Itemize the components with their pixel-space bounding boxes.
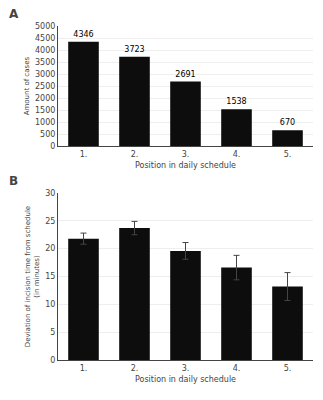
svg-text:2500: 2500 (35, 82, 55, 91)
svg-text:4500: 4500 (35, 34, 55, 43)
svg-text:4.: 4. (233, 150, 241, 159)
svg-text:5.: 5. (284, 364, 292, 373)
svg-text:2.: 2. (131, 150, 139, 159)
svg-text:0: 0 (50, 356, 55, 365)
svg-text:2000: 2000 (35, 94, 55, 103)
svg-text:5000: 5000 (35, 22, 55, 31)
svg-text:Amount of cases: Amount of cases (23, 57, 31, 116)
svg-text:30: 30 (45, 189, 55, 198)
svg-text:Position in daily schedule: Position in daily schedule (135, 375, 236, 384)
svg-text:5.: 5. (284, 150, 292, 159)
svg-text:1500: 1500 (35, 106, 55, 115)
svg-text:1538: 1538 (226, 97, 246, 106)
svg-text:15: 15 (45, 272, 55, 281)
svg-text:670: 670 (280, 118, 295, 127)
svg-text:5: 5 (50, 328, 55, 337)
svg-text:B: B (9, 174, 18, 188)
svg-text:10: 10 (45, 300, 55, 309)
svg-text:Deviation of incision time fro: Deviation of incision time from schedule… (24, 206, 41, 347)
svg-text:1.: 1. (80, 150, 88, 159)
svg-text:2691: 2691 (175, 70, 195, 79)
svg-text:3.: 3. (182, 150, 190, 159)
svg-text:Position in daily schedule: Position in daily schedule (135, 161, 236, 170)
svg-text:2.: 2. (131, 364, 139, 373)
svg-text:4.: 4. (233, 364, 241, 373)
svg-text:20: 20 (45, 244, 55, 253)
svg-text:A: A (9, 7, 19, 21)
svg-text:500: 500 (40, 130, 55, 139)
svg-text:3723: 3723 (124, 45, 144, 54)
svg-text:1000: 1000 (35, 118, 55, 127)
svg-text:3000: 3000 (35, 70, 55, 79)
svg-text:4000: 4000 (35, 46, 55, 55)
svg-text:1.: 1. (80, 364, 88, 373)
svg-text:0: 0 (50, 142, 55, 151)
svg-text:3.: 3. (182, 364, 190, 373)
svg-text:3500: 3500 (35, 58, 55, 67)
svg-text:25: 25 (45, 217, 55, 226)
svg-text:4346: 4346 (73, 30, 93, 39)
